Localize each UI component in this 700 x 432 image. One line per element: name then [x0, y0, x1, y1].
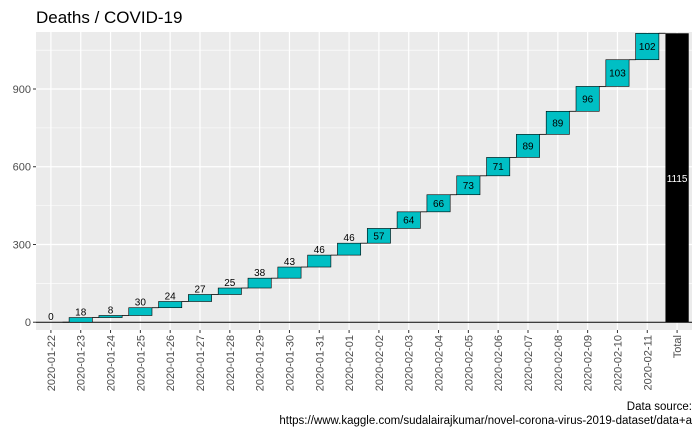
x-tick-label: 2020-02-01	[344, 335, 356, 391]
bar-2020-01-26	[158, 301, 183, 309]
x-tick-label: 2020-02-06	[493, 335, 505, 391]
data-label: 64	[403, 216, 415, 227]
y-tick-label: 900	[13, 84, 31, 96]
bar-2020-01-24	[98, 315, 123, 318]
x-tick-label: 2020-02-07	[523, 335, 535, 391]
x-tick-label: Total	[672, 335, 684, 358]
data-label: 89	[552, 118, 564, 129]
data-label: 73	[463, 181, 475, 192]
x-tick-label: 2020-02-11	[642, 335, 654, 390]
data-label: 30	[135, 298, 147, 309]
x-tick-label: 2020-02-09	[583, 335, 595, 391]
bar-2020-02-09	[575, 86, 600, 112]
bar-2020-01-28	[217, 287, 242, 295]
caption-source-label: Data source:	[627, 401, 692, 413]
x-tick-label: 2020-01-25	[135, 335, 147, 391]
data-label: 25	[224, 278, 236, 289]
bar-2020-01-31	[307, 254, 332, 268]
bar-2020-01-29	[247, 277, 272, 289]
bar-2020-02-02	[366, 228, 391, 244]
bar-2020-02-04	[426, 194, 451, 213]
bar-2020-02-05	[456, 175, 481, 196]
x-tick-label: 2020-01-24	[106, 335, 118, 391]
data-label: 46	[344, 233, 356, 244]
bar-2020-02-06	[486, 157, 511, 177]
bar-2020-02-08	[545, 110, 570, 135]
y-tick-label: 300	[13, 239, 31, 251]
data-label: 24	[165, 291, 177, 302]
data-label: 96	[582, 94, 594, 105]
x-tick-label: 2020-02-02	[374, 335, 386, 391]
y-tick-label: 0	[25, 317, 31, 329]
x-tick-label: 2020-02-10	[612, 335, 624, 391]
x-tick-label: 2020-01-28	[225, 335, 237, 391]
x-tick-label: 2020-02-03	[404, 335, 416, 391]
bar-2020-02-07	[516, 134, 540, 158]
y-axis: 0 300 600 900	[13, 84, 36, 329]
x-tick-label: 2020-02-05	[463, 335, 475, 391]
x-tick-label: 2020-01-23	[76, 335, 88, 391]
data-label: 43	[284, 257, 296, 268]
bar-2020-02-10	[605, 59, 630, 87]
x-tick-label: 2020-01-31	[314, 335, 326, 391]
x-tick-label: 2020-01-26	[165, 335, 177, 391]
x-tick-label: 2020-01-27	[195, 335, 207, 391]
data-label: 103	[609, 69, 626, 80]
data-label: 18	[75, 308, 87, 319]
chart-title: Deaths / COVID-19	[36, 8, 182, 27]
data-label: 66	[433, 199, 445, 210]
x-axis: 2020-01-22 2020-01-23 2020-01-24 2020-01-25…	[46, 330, 684, 391]
bar-2020-02-03	[396, 211, 421, 229]
bar-2020-01-25	[128, 307, 153, 316]
bar-2020-01-23	[68, 317, 93, 323]
caption-source-url: https://www.kaggle.com/sudalairajkumar/n…	[279, 415, 692, 427]
data-label: 27	[194, 284, 206, 295]
plot-panel	[36, 32, 692, 330]
data-label: 46	[314, 245, 326, 256]
data-label: 0	[48, 312, 54, 323]
x-tick-label: 2020-02-08	[553, 335, 565, 391]
x-tick-label: 2020-01-30	[284, 335, 296, 391]
x-tick-label: 2020-01-22	[46, 335, 58, 391]
data-label: 38	[254, 268, 266, 279]
grid-lines	[36, 32, 692, 330]
total-data-label: 1115	[667, 174, 688, 185]
bar-2020-01-30	[277, 266, 302, 279]
data-label: 71	[493, 162, 505, 173]
bar-total	[665, 33, 689, 323]
bar-2020-02-01	[337, 242, 362, 256]
x-tick-label: 2020-01-29	[255, 335, 267, 391]
data-label: 89	[522, 141, 534, 152]
y-tick-label: 600	[13, 162, 31, 174]
data-label: 102	[639, 42, 656, 53]
bar-2020-02-11	[635, 32, 660, 61]
bars: 0 18 8 30 24 27 25 38 43 46 46 57 64 66 73 71 89 89 96 103 1…	[36, 32, 692, 323]
data-label: 8	[108, 305, 114, 316]
bar-2020-01-27	[188, 294, 212, 302]
x-tick-label: 2020-02-04	[434, 335, 446, 391]
data-label: 57	[373, 231, 385, 242]
